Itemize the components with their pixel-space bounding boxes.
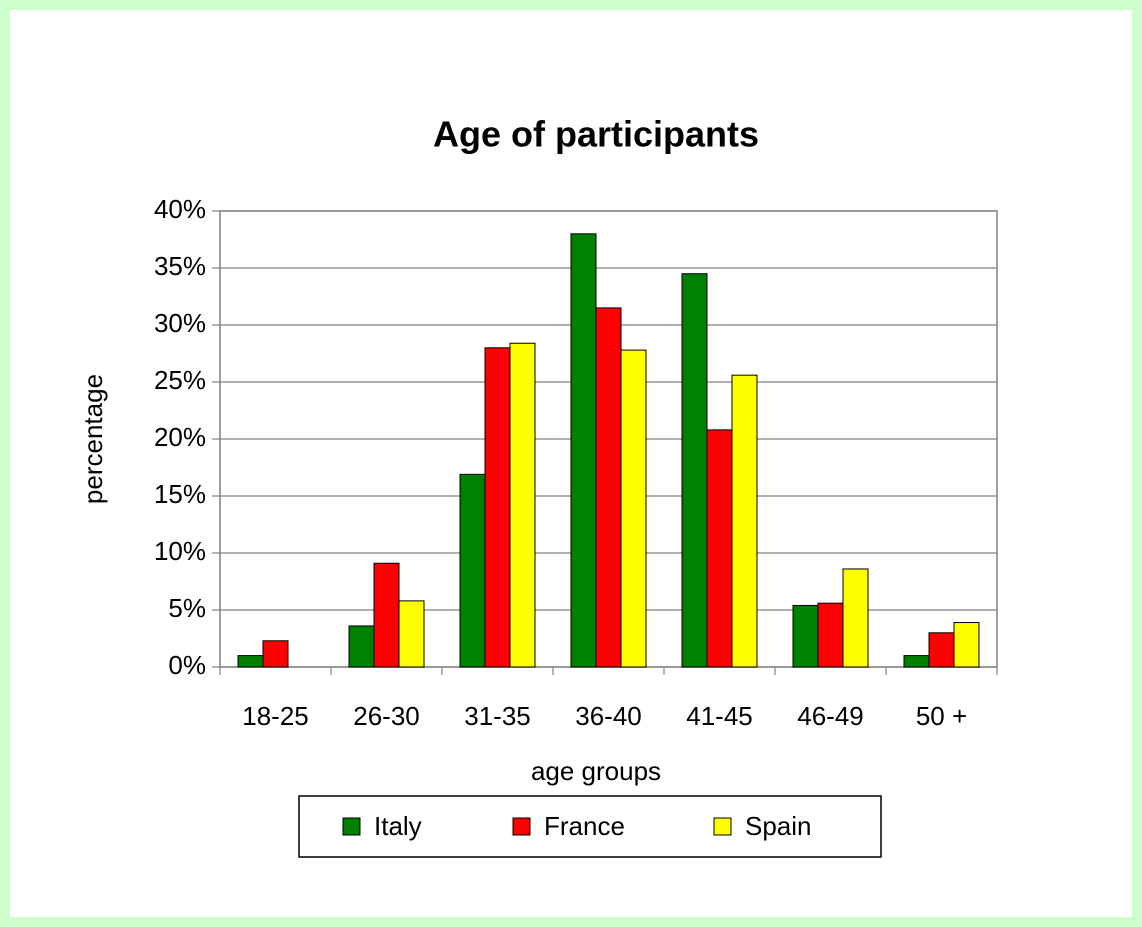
- y-tick-label: 20%: [154, 422, 206, 452]
- x-tick-label: 31-35: [464, 701, 531, 731]
- bar: [459, 473, 486, 668]
- bar: [620, 349, 647, 668]
- y-tick-label: 5%: [168, 593, 206, 623]
- bar: [681, 273, 708, 668]
- bar: [595, 307, 622, 668]
- bar: [903, 655, 930, 668]
- bar: [262, 640, 289, 668]
- x-tick-label: 50 +: [916, 701, 967, 731]
- legend-swatch: [713, 817, 732, 836]
- legend-box: [298, 795, 882, 858]
- bar: [706, 429, 733, 668]
- bar: [373, 562, 400, 668]
- y-tick-label: 10%: [154, 536, 206, 566]
- bar: [509, 342, 536, 668]
- y-tick-label: 25%: [154, 365, 206, 395]
- y-tick-label: 35%: [154, 251, 206, 281]
- x-tick-label: 36-40: [575, 701, 642, 731]
- x-tick-label: 18-25: [242, 701, 309, 731]
- y-axis-label: percentage: [78, 374, 108, 504]
- bar: [237, 655, 264, 668]
- x-tick-label: 46-49: [797, 701, 864, 731]
- y-tick-label: 40%: [154, 194, 206, 224]
- y-tick-label: 0%: [168, 650, 206, 680]
- legend-swatch: [512, 817, 531, 836]
- bar: [842, 568, 869, 668]
- legend-label: Spain: [745, 811, 812, 841]
- y-tick-label: 30%: [154, 308, 206, 338]
- bar: [570, 233, 597, 668]
- y-tick-label: 15%: [154, 479, 206, 509]
- bar: [484, 347, 511, 668]
- bar: [348, 625, 375, 668]
- x-tick-label: 41-45: [686, 701, 753, 731]
- legend-swatch: [342, 817, 361, 836]
- x-axis-label: age groups: [531, 756, 661, 786]
- bar: [817, 602, 844, 668]
- bar: [792, 604, 819, 668]
- legend-label: Italy: [374, 811, 422, 841]
- chart-title: Age of participants: [433, 114, 759, 155]
- bar: [731, 374, 758, 668]
- bar: [928, 632, 955, 668]
- x-tick-label: 26-30: [353, 701, 420, 731]
- legend-label: France: [544, 811, 625, 841]
- bar: [953, 622, 980, 668]
- bar: [398, 600, 425, 668]
